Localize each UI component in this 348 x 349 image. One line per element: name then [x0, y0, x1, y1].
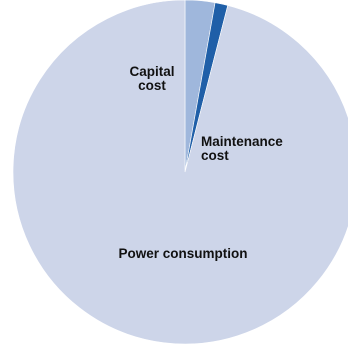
pie-label-line: cost	[138, 78, 166, 93]
pie-label-line: Power consumption	[118, 246, 247, 261]
pie-label-maintenance-cost: Maintenance cost	[201, 134, 283, 163]
pie-slices	[12, 0, 348, 345]
pie-label-line: Capital	[129, 64, 174, 79]
pie-label-line: cost	[201, 148, 229, 163]
pie-label-line: Maintenance	[201, 134, 283, 149]
pie-slice-power-consumption	[12, 0, 348, 345]
pie-label-power-consumption: Power consumption	[118, 246, 247, 261]
pie-label-capital-cost: Capital cost	[129, 64, 174, 93]
